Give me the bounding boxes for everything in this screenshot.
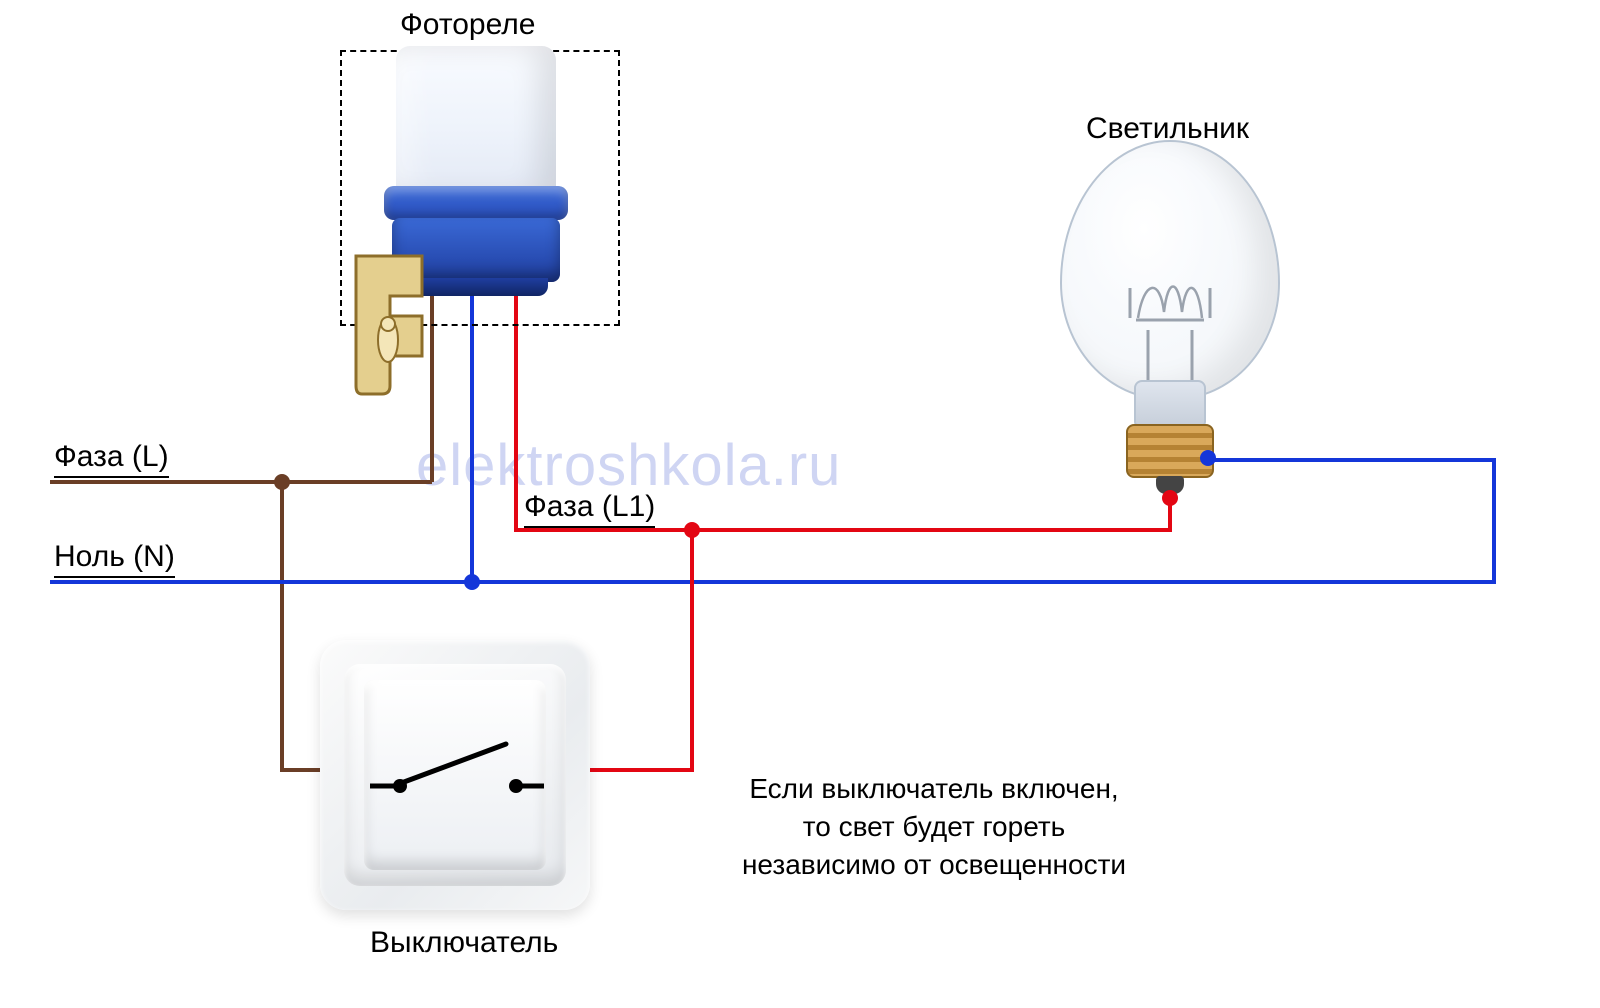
- note-line-1: Если выключатель включен,: [749, 773, 1118, 804]
- wire-red-junction-down: [690, 528, 694, 772]
- lamp: [1040, 130, 1300, 500]
- switch-inner: [344, 664, 566, 886]
- switch-frame: [320, 640, 590, 910]
- label-switch: Выключатель: [370, 926, 558, 960]
- switch-key: [364, 680, 546, 870]
- wire-brown-phaseL-main: [50, 480, 432, 484]
- lamp-filament-icon: [1060, 140, 1280, 400]
- note-text: Если выключатель включен, то свет будет …: [704, 770, 1164, 883]
- diagram-stage: elektroshkola.ru: [0, 0, 1600, 1008]
- label-neutral: Ноль (N): [54, 540, 175, 578]
- lamp-node-blue: [1200, 450, 1216, 466]
- label-phaseL: Фаза (L): [54, 440, 169, 478]
- node-brown-junction: [274, 474, 290, 490]
- photorelay-cap: [396, 46, 556, 196]
- photorelay-ring: [384, 186, 568, 220]
- node-red-junction: [684, 522, 700, 538]
- lamp-thread: [1126, 424, 1214, 478]
- node-blue-junction: [464, 574, 480, 590]
- wire-blue-neutral-main: [50, 580, 1496, 584]
- lamp-neck: [1134, 380, 1206, 426]
- photorelay-base: [392, 218, 560, 282]
- photorelay: [326, 46, 586, 396]
- lamp-node-red: [1162, 490, 1178, 506]
- label-phaseL1: Фаза (L1): [524, 490, 655, 528]
- label-lamp: Светильник: [1086, 112, 1249, 146]
- wire-brown-junction-down: [280, 480, 284, 772]
- wall-switch: [320, 640, 590, 910]
- wire-red-to-switch: [538, 768, 694, 772]
- watermark: elektroshkola.ru: [416, 432, 841, 499]
- photorelay-bottom: [404, 278, 548, 296]
- wire-red-phaseL1-main: [514, 528, 1172, 532]
- wire-brown-junction-to-switch: [280, 768, 392, 772]
- switch-symbol-icon: [320, 640, 590, 910]
- note-line-3: независимо от освещенности: [742, 849, 1126, 880]
- note-line-2: то свет будет гореть: [803, 811, 1066, 842]
- label-photorelay: Фотореле: [400, 8, 535, 42]
- wire-blue-neutral-right-up: [1492, 458, 1496, 584]
